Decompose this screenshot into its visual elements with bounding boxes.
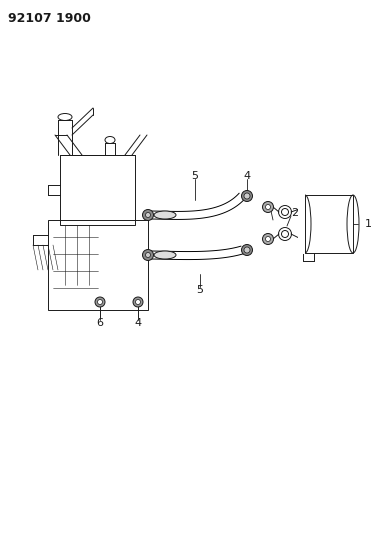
Ellipse shape bbox=[145, 253, 151, 257]
Text: 5: 5 bbox=[191, 171, 198, 181]
Ellipse shape bbox=[263, 201, 273, 213]
Text: 2: 2 bbox=[291, 208, 299, 218]
Ellipse shape bbox=[142, 249, 154, 261]
Bar bbox=[60, 155, 135, 225]
Ellipse shape bbox=[244, 193, 250, 199]
Text: 3: 3 bbox=[266, 203, 273, 213]
Ellipse shape bbox=[133, 297, 143, 307]
Ellipse shape bbox=[142, 209, 154, 221]
Ellipse shape bbox=[98, 300, 102, 304]
Bar bbox=[298, 194, 305, 254]
Bar bbox=[48, 220, 148, 310]
Text: 1: 1 bbox=[364, 219, 371, 229]
Text: 4: 4 bbox=[244, 171, 251, 181]
Ellipse shape bbox=[242, 190, 252, 201]
Ellipse shape bbox=[244, 247, 250, 253]
Ellipse shape bbox=[242, 245, 252, 255]
Text: 4: 4 bbox=[135, 318, 142, 328]
Text: 92107 1900: 92107 1900 bbox=[8, 12, 91, 25]
Ellipse shape bbox=[266, 237, 270, 241]
Ellipse shape bbox=[95, 297, 105, 307]
Bar bbox=[305, 195, 353, 253]
Text: 6: 6 bbox=[96, 318, 103, 328]
Text: 5: 5 bbox=[196, 285, 203, 295]
Ellipse shape bbox=[154, 251, 176, 259]
Ellipse shape bbox=[135, 300, 140, 304]
Ellipse shape bbox=[263, 233, 273, 245]
Ellipse shape bbox=[266, 205, 270, 209]
Ellipse shape bbox=[145, 213, 151, 217]
Ellipse shape bbox=[154, 211, 176, 219]
